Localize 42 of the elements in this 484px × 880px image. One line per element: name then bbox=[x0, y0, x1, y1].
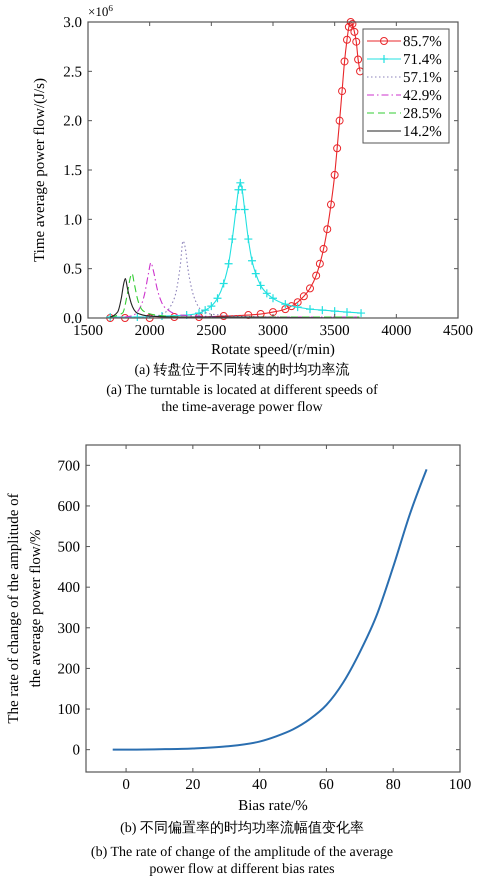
x-tick-label: 4500 bbox=[443, 323, 473, 339]
y-tick-label: 300 bbox=[58, 620, 80, 637]
y-tick-label: 2.0 bbox=[63, 114, 82, 130]
x-tick-label: 1500 bbox=[73, 323, 103, 339]
x-tick-label: 60 bbox=[318, 777, 334, 793]
x-tick-label: 4000 bbox=[381, 323, 412, 339]
text: (b) The rate of change of the amplitude of the average power flow at different bias rates bbox=[90, 845, 394, 877]
legend-label: 28.5% bbox=[403, 106, 442, 122]
x-tick-label: 0 bbox=[122, 777, 130, 793]
x-axis-title: Rotate speed/(r/min) bbox=[211, 342, 335, 358]
text: ×10$^{6}$ bbox=[88, 3, 114, 19]
y-tick-label: 0 bbox=[72, 742, 80, 759]
x-axis-title: Bias rate/% bbox=[238, 798, 308, 814]
y-tick-label: 400 bbox=[58, 580, 80, 596]
x-tick-label: 3000 bbox=[258, 323, 288, 339]
x-tick-label: 2500 bbox=[196, 323, 226, 339]
y-axis-title: Time average power flow/(J/s) bbox=[32, 78, 48, 262]
text: (a) The turntable is located at different speeds of the time-average power flow bbox=[106, 383, 378, 415]
x-tick-label: 40 bbox=[252, 777, 268, 793]
text: (a) 转盘位于不同转速的时均功率流 bbox=[134, 362, 350, 378]
y-axis-title: The rate of change of the amplitude of the average power flow/% bbox=[6, 493, 44, 724]
legend-label: 57.1% bbox=[403, 70, 442, 86]
legend-label: 71.4% bbox=[403, 52, 442, 68]
legend-label: 14.2% bbox=[403, 124, 442, 140]
y-tick-label: 100 bbox=[58, 702, 80, 718]
x-tick-label: 80 bbox=[386, 777, 401, 793]
y-tick-label: 500 bbox=[58, 540, 80, 556]
y-tick-label: 3.0 bbox=[63, 15, 82, 31]
y-tick-label: 2.5 bbox=[63, 64, 82, 80]
y-tick-label: 200 bbox=[58, 661, 80, 678]
text: (b) 不同偏置率的时均功率流幅值变化率 bbox=[120, 820, 364, 836]
x-tick-label: 2000 bbox=[134, 323, 165, 339]
x-tick-label: 100 bbox=[448, 777, 472, 793]
y-tick-label: 1.5 bbox=[63, 163, 82, 179]
y-tick-label: 600 bbox=[58, 498, 80, 515]
y-tick-label: 0.5 bbox=[63, 262, 82, 278]
legend-label: 85.7% bbox=[403, 34, 442, 50]
legend-label: 42.9% bbox=[403, 88, 442, 104]
x-tick-label: 3500 bbox=[320, 323, 350, 339]
y-tick-label: 1.0 bbox=[63, 212, 82, 228]
x-tick-label: 20 bbox=[185, 777, 200, 793]
y-tick-label: 700 bbox=[58, 458, 80, 474]
